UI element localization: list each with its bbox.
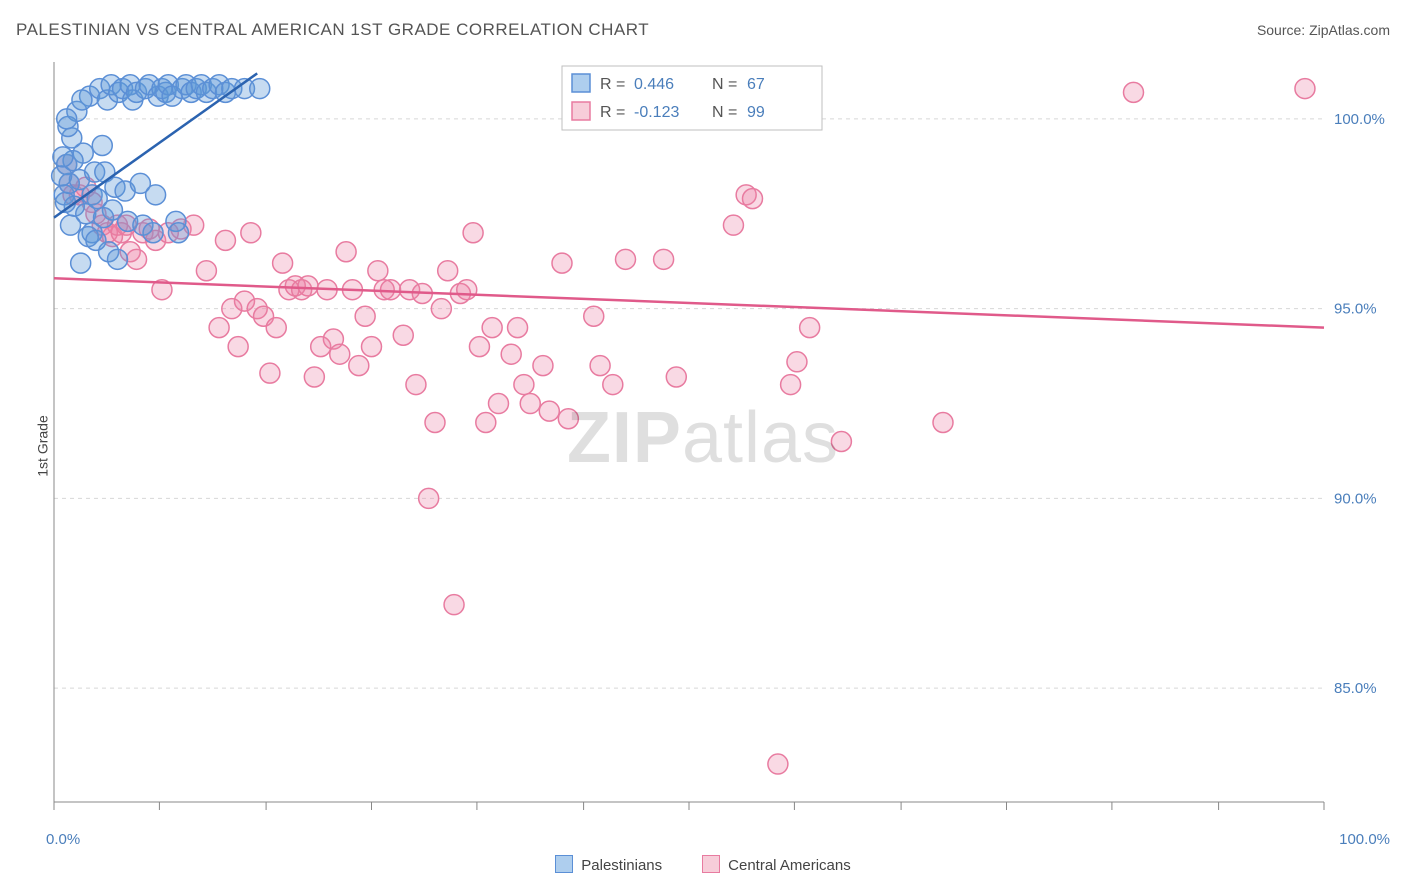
svg-text:95.0%: 95.0% bbox=[1334, 301, 1377, 318]
legend-swatch-blue bbox=[555, 855, 573, 873]
svg-text:100.0%: 100.0% bbox=[1334, 111, 1385, 128]
svg-text:R =: R = bbox=[600, 104, 625, 121]
scatter-chart: 85.0%90.0%95.0%100.0%R = 0.446N = 67R = … bbox=[46, 52, 1390, 822]
legend-bottom: Palestinians Central Americans bbox=[0, 855, 1406, 874]
svg-text:67: 67 bbox=[747, 76, 765, 93]
chart-area: 85.0%90.0%95.0%100.0%R = 0.446N = 67R = … bbox=[46, 52, 1390, 822]
source-label: Source: ZipAtlas.com bbox=[1257, 22, 1390, 38]
chart-title: PALESTINIAN VS CENTRAL AMERICAN 1ST GRAD… bbox=[16, 20, 649, 40]
svg-text:R =: R = bbox=[600, 76, 625, 93]
x-axis-min-label: 0.0% bbox=[46, 831, 80, 848]
legend-item-palestinians: Palestinians bbox=[555, 855, 662, 874]
svg-text:N =: N = bbox=[712, 76, 737, 93]
svg-text:0.446: 0.446 bbox=[634, 76, 674, 93]
legend-item-central-americans: Central Americans bbox=[702, 855, 851, 874]
x-axis-max-label: 100.0% bbox=[1339, 831, 1390, 848]
svg-text:90.0%: 90.0% bbox=[1334, 490, 1377, 507]
svg-text:-0.123: -0.123 bbox=[634, 104, 679, 121]
legend-swatch-pink bbox=[702, 855, 720, 873]
svg-text:85.0%: 85.0% bbox=[1334, 680, 1377, 697]
svg-text:99: 99 bbox=[747, 104, 765, 121]
svg-text:N =: N = bbox=[712, 104, 737, 121]
